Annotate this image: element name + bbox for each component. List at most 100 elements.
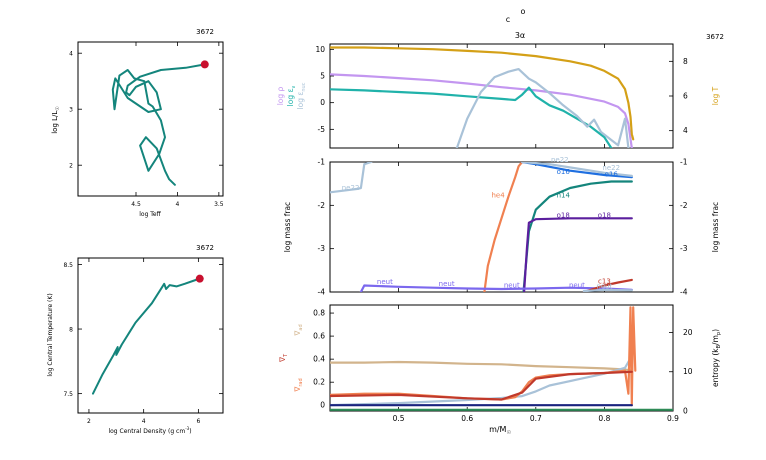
line-label-neut: neut — [439, 280, 455, 288]
y-tick-label-right: -4 — [680, 288, 688, 297]
series-group — [330, 46, 635, 148]
bot-label-nabla-rad: ∇rad — [293, 378, 304, 392]
central-y-label: log Central Temperature (K) — [47, 293, 54, 376]
series-group — [111, 63, 206, 186]
profile-bottom-panel: 0.5 0.6 0.7 0.8 0.9 0 0.2 0.4 0.6 0.8 0 10 20 ∇ad ∇T… — [278, 304, 722, 436]
line-label-neut: neut — [377, 278, 393, 286]
line-label-o16: o16 — [557, 168, 571, 176]
bot-label-nabla-ad: ∇ad — [293, 324, 304, 336]
central-model-number: 3672 — [196, 244, 214, 252]
profile-mid-ticks: -4 -3 -2 -1 -4 -3 -2 -1 — [318, 158, 688, 297]
central-lines — [92, 274, 204, 395]
y-tick-label-right: 10 — [683, 367, 693, 376]
series-line-t — [330, 370, 633, 401]
profile-top-lines — [330, 46, 635, 148]
y-tick-label: 0 — [320, 98, 325, 107]
series-line-ne22 — [520, 162, 633, 177]
series-line-c13 — [582, 278, 633, 292]
y-tick-label-right: 4 — [683, 126, 688, 135]
y-tick-label: -3 — [318, 244, 326, 253]
series-line-log — [330, 73, 633, 148]
header-o-label: o — [521, 7, 526, 16]
header-model-number: 3672 — [706, 33, 724, 41]
bot-y-label-right: entropy (kB/mp) — [711, 329, 722, 387]
hr-diagram-panel: 3672 4.5 4 3.5 2 3 4 log Teff log L/L☉ — [51, 28, 224, 218]
line-label-neut: neut — [596, 283, 612, 291]
x-tick-label: 0.5 — [393, 414, 405, 423]
y-tick-label: -2 — [318, 201, 326, 210]
line-label-neut: neut — [569, 282, 585, 290]
line-label-neut: neut — [504, 282, 520, 290]
hr-model-number: 3672 — [196, 28, 214, 36]
line-label-ne22: ne22 — [342, 184, 360, 192]
y-tick-label: 0 — [320, 401, 325, 410]
top-label-rho: log ρ — [276, 86, 285, 105]
series-line-neut — [359, 284, 633, 292]
y-tick-label-right: -3 — [680, 244, 688, 253]
profile-bottom-lines — [330, 306, 673, 411]
top-label-logT: log T — [711, 86, 720, 105]
y-tick-label-right: -1 — [680, 158, 688, 167]
top-label-eps-nu: log εν — [286, 85, 297, 106]
y-tick-label: -4 — [318, 288, 326, 297]
profile-top-left-labels: log ρ log εν log εnuc — [276, 82, 307, 109]
central-panel: 3672 2 4 6 7.5 8 8.5 log Central Density (g c… — [47, 244, 224, 435]
hr-ticks: 4.5 4 3.5 2 3 4 — [69, 42, 224, 208]
y-tick-label: 7.5 — [63, 391, 73, 398]
line-label-o16: o16 — [605, 170, 619, 178]
profile-bottom-ticks: 0.5 0.6 0.7 0.8 0.9 0 0.2 0.4 0.6 0.8 0 10 20 — [313, 305, 693, 423]
top-label-eps-nuc: log εnuc — [296, 82, 307, 109]
current-model-marker — [195, 274, 204, 283]
y-tick-label: 8.5 — [63, 262, 73, 269]
y-tick-label-right: -2 — [680, 201, 688, 210]
profile-bottom-frame — [329, 304, 674, 412]
line-label-n14: n14 — [557, 192, 571, 200]
x-tick-label: 0.8 — [598, 414, 610, 423]
x-tick-label: 0.9 — [667, 414, 679, 423]
series-group — [330, 306, 673, 411]
line-label-he4: he4 — [491, 192, 505, 200]
series-line-logt — [330, 46, 635, 141]
hr-x-label: log Teff — [139, 211, 161, 218]
y-tick-label-right: 20 — [683, 328, 693, 337]
series-line-entropy — [330, 323, 635, 407]
line-label-ne22: ne22 — [551, 156, 569, 164]
series-group — [92, 277, 201, 395]
mid-y-label-left: log mass frac — [283, 202, 292, 252]
series-line-lognuc — [455, 67, 630, 148]
mid-y-label-right: log mass frac — [711, 202, 720, 252]
bot-label-nabla-T: ∇T — [278, 353, 289, 363]
y-tick-label: 0.4 — [313, 355, 325, 364]
series-line-ad — [330, 360, 633, 372]
y-tick-label-right: 6 — [683, 92, 688, 101]
central-x-label: log Central Density (g cm-3) — [108, 426, 191, 435]
y-tick-label: 8 — [69, 327, 73, 334]
x-tick-label: 2 — [87, 418, 91, 425]
header-c-label: c — [506, 15, 510, 24]
y-tick-label: 0.8 — [313, 309, 325, 318]
series-line-he4 — [483, 162, 524, 292]
x-tick-label: 4 — [176, 201, 180, 208]
current-model-marker — [200, 60, 209, 69]
y-tick-label: 5 — [320, 72, 325, 81]
series-line-s0 — [111, 63, 206, 186]
hr-frame — [77, 41, 224, 197]
profile-top-ticks: -5 0 5 10 4 6 8 — [315, 44, 688, 148]
series-line-n14 — [522, 180, 633, 292]
x-tick-label: 3.5 — [214, 201, 224, 208]
y-tick-label-right: 8 — [683, 57, 688, 66]
y-tick-label: -1 — [318, 158, 326, 167]
series-line-ne22 — [330, 162, 373, 194]
x-tick-label: 4.5 — [131, 201, 141, 208]
y-tick-label: 0.2 — [313, 378, 325, 387]
x-tick-label: 0.6 — [461, 414, 473, 423]
profile-top-panel: -5 0 5 10 4 6 8 log ρ log εν log εnuc log T — [276, 43, 720, 149]
profile-mid-lines — [330, 162, 633, 292]
header-zone-label: 3α — [515, 31, 525, 40]
y-tick-label: 3 — [69, 107, 73, 114]
hr-y-label: log L/L☉ — [51, 106, 61, 134]
series-line-rad — [330, 306, 637, 407]
hr-lines — [111, 60, 209, 186]
series-group — [330, 162, 633, 292]
